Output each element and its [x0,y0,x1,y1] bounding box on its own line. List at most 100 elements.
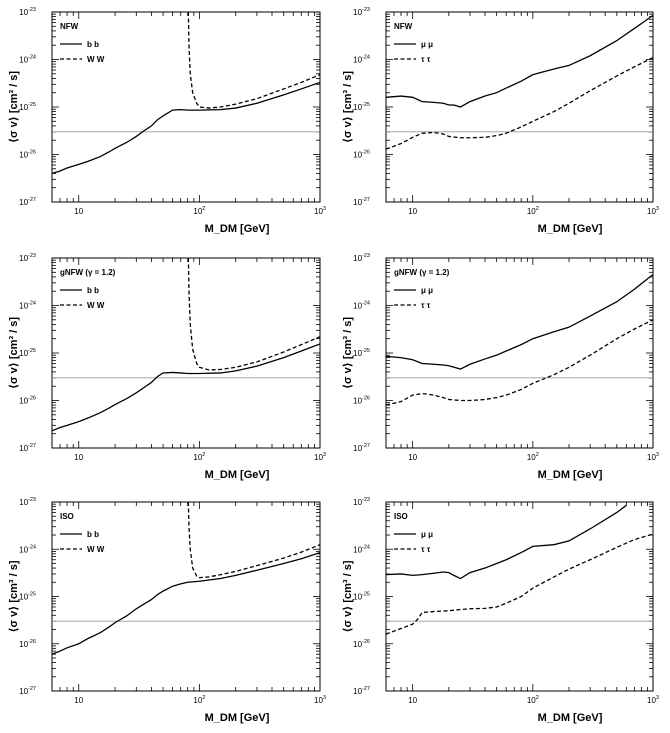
y-tick-label-base: 10 [353,593,362,602]
legend-label-1: W W [87,545,105,554]
y-tick-label-base: 10 [19,640,28,649]
x-tick-label: 10 [74,696,83,705]
x-tick-label-base: 10 [408,207,417,216]
series-line-0 [386,273,653,370]
x-tick-label-exp: 3 [323,695,326,701]
y-tick-label: 10-26 [19,639,36,649]
y-tick-label-base: 10 [19,56,28,65]
y-tick-label: 10-26 [353,150,370,160]
x-tick-label-base: 10 [193,696,202,705]
x-tick-label-exp: 2 [202,206,205,212]
legend-label-0: μ μ [421,286,433,295]
x-tick-label-base: 10 [74,453,83,462]
x-tick-label: 103 [647,695,659,705]
x-tick-label-exp: 2 [202,452,205,458]
x-tick-label-exp: 2 [536,206,539,212]
x-tick-label: 102 [527,206,539,216]
x-tick-label-base: 10 [527,453,536,462]
x-tick-label-exp: 3 [656,452,659,458]
y-tick-label-exp: -23 [28,7,36,13]
x-tick-label-base: 10 [74,207,83,216]
x-tick-label: 102 [193,206,205,216]
y-tick-label-exp: -25 [28,102,36,108]
x-axis-label: M_DM [GeV] [538,223,603,235]
x-axis-label: M_DM [GeV] [205,712,270,724]
x-tick-label: 102 [527,695,539,705]
y-tick-label: 10-27 [353,686,370,696]
y-tick-label: 10-26 [353,639,370,649]
x-tick-label-exp: 3 [656,695,659,701]
y-tick-label-exp: -27 [28,443,36,449]
y-tick-label: 10-24 [19,544,36,554]
x-tick-label: 103 [647,452,659,462]
x-tick-label-base: 10 [408,696,417,705]
y-tick-label: 10-24 [353,55,370,65]
series-line-1 [187,502,320,579]
y-tick-label-base: 10 [353,349,362,358]
legend-label-0: b b [87,40,99,49]
y-tick-label-exp: -27 [28,197,36,203]
y-tick-label: 10-23 [353,7,370,17]
legend-label-1: τ τ [421,55,431,64]
y-tick-label-base: 10 [353,198,362,207]
y-tick-label-exp: -27 [362,197,370,203]
y-tick-label-exp: -26 [28,639,36,645]
series-line-0 [52,81,320,175]
y-tick-label: 10-23 [19,7,36,17]
legend-label-0: b b [87,286,99,295]
y-tick-label-base: 10 [353,640,362,649]
y-axis-label: ⟨σ v⟩ [cm³ / s] [8,71,20,143]
y-tick-label-base: 10 [19,687,28,696]
y-tick-label-base: 10 [19,151,28,160]
y-tick-label: 10-23 [19,253,36,263]
y-tick-label: 10-27 [19,686,36,696]
x-tick-label-base: 10 [647,453,656,462]
x-tick-label-base: 10 [647,696,656,705]
x-tick-label-exp: 2 [202,695,205,701]
x-axis-label: M_DM [GeV] [205,469,270,481]
y-tick-label: 10-25 [19,102,36,112]
legend-label-1: τ τ [421,301,431,310]
y-axis-label: ⟨σ v⟩ [cm³ / s] [342,560,354,632]
y-tick-label-exp: -24 [362,544,370,550]
x-tick-label-exp: 3 [656,206,659,212]
y-tick-label-exp: -24 [28,301,36,307]
y-tick-label-exp: -23 [362,497,370,503]
legend-title: ISO [394,512,408,521]
y-tick-label-exp: -23 [28,497,36,503]
legend-label-1: W W [87,55,105,64]
legend-title: NFW [394,22,413,31]
series-line-0 [52,343,320,432]
series-line-1 [386,533,653,635]
y-tick-label: 10-25 [19,348,36,358]
y-tick-label-exp: -24 [362,301,370,307]
legend-label-1: W W [87,301,105,310]
x-tick-label: 10 [408,453,417,462]
y-tick-label-base: 10 [353,444,362,453]
y-tick-label-base: 10 [353,397,362,406]
y-tick-label-exp: -27 [28,686,36,692]
y-tick-label-exp: -23 [28,253,36,259]
x-tick-label: 10 [74,207,83,216]
x-tick-label-base: 10 [527,207,536,216]
x-tick-label-exp: 3 [323,452,326,458]
y-tick-label-exp: -26 [362,639,370,645]
legend-label-0: b b [87,530,99,539]
x-tick-label-exp: 2 [536,452,539,458]
x-tick-label-base: 10 [314,453,323,462]
y-tick-label: 10-26 [19,396,36,406]
x-tick-label: 10 [408,696,417,705]
legend-label-0: μ μ [421,530,433,539]
y-tick-label-exp: -26 [28,150,36,156]
y-tick-label-base: 10 [353,254,362,263]
y-tick-label-base: 10 [19,545,28,554]
x-axis-label: M_DM [GeV] [538,469,603,481]
y-tick-label: 10-25 [353,102,370,112]
legend-label-0: μ μ [421,40,433,49]
x-tick-label-exp: 3 [323,206,326,212]
